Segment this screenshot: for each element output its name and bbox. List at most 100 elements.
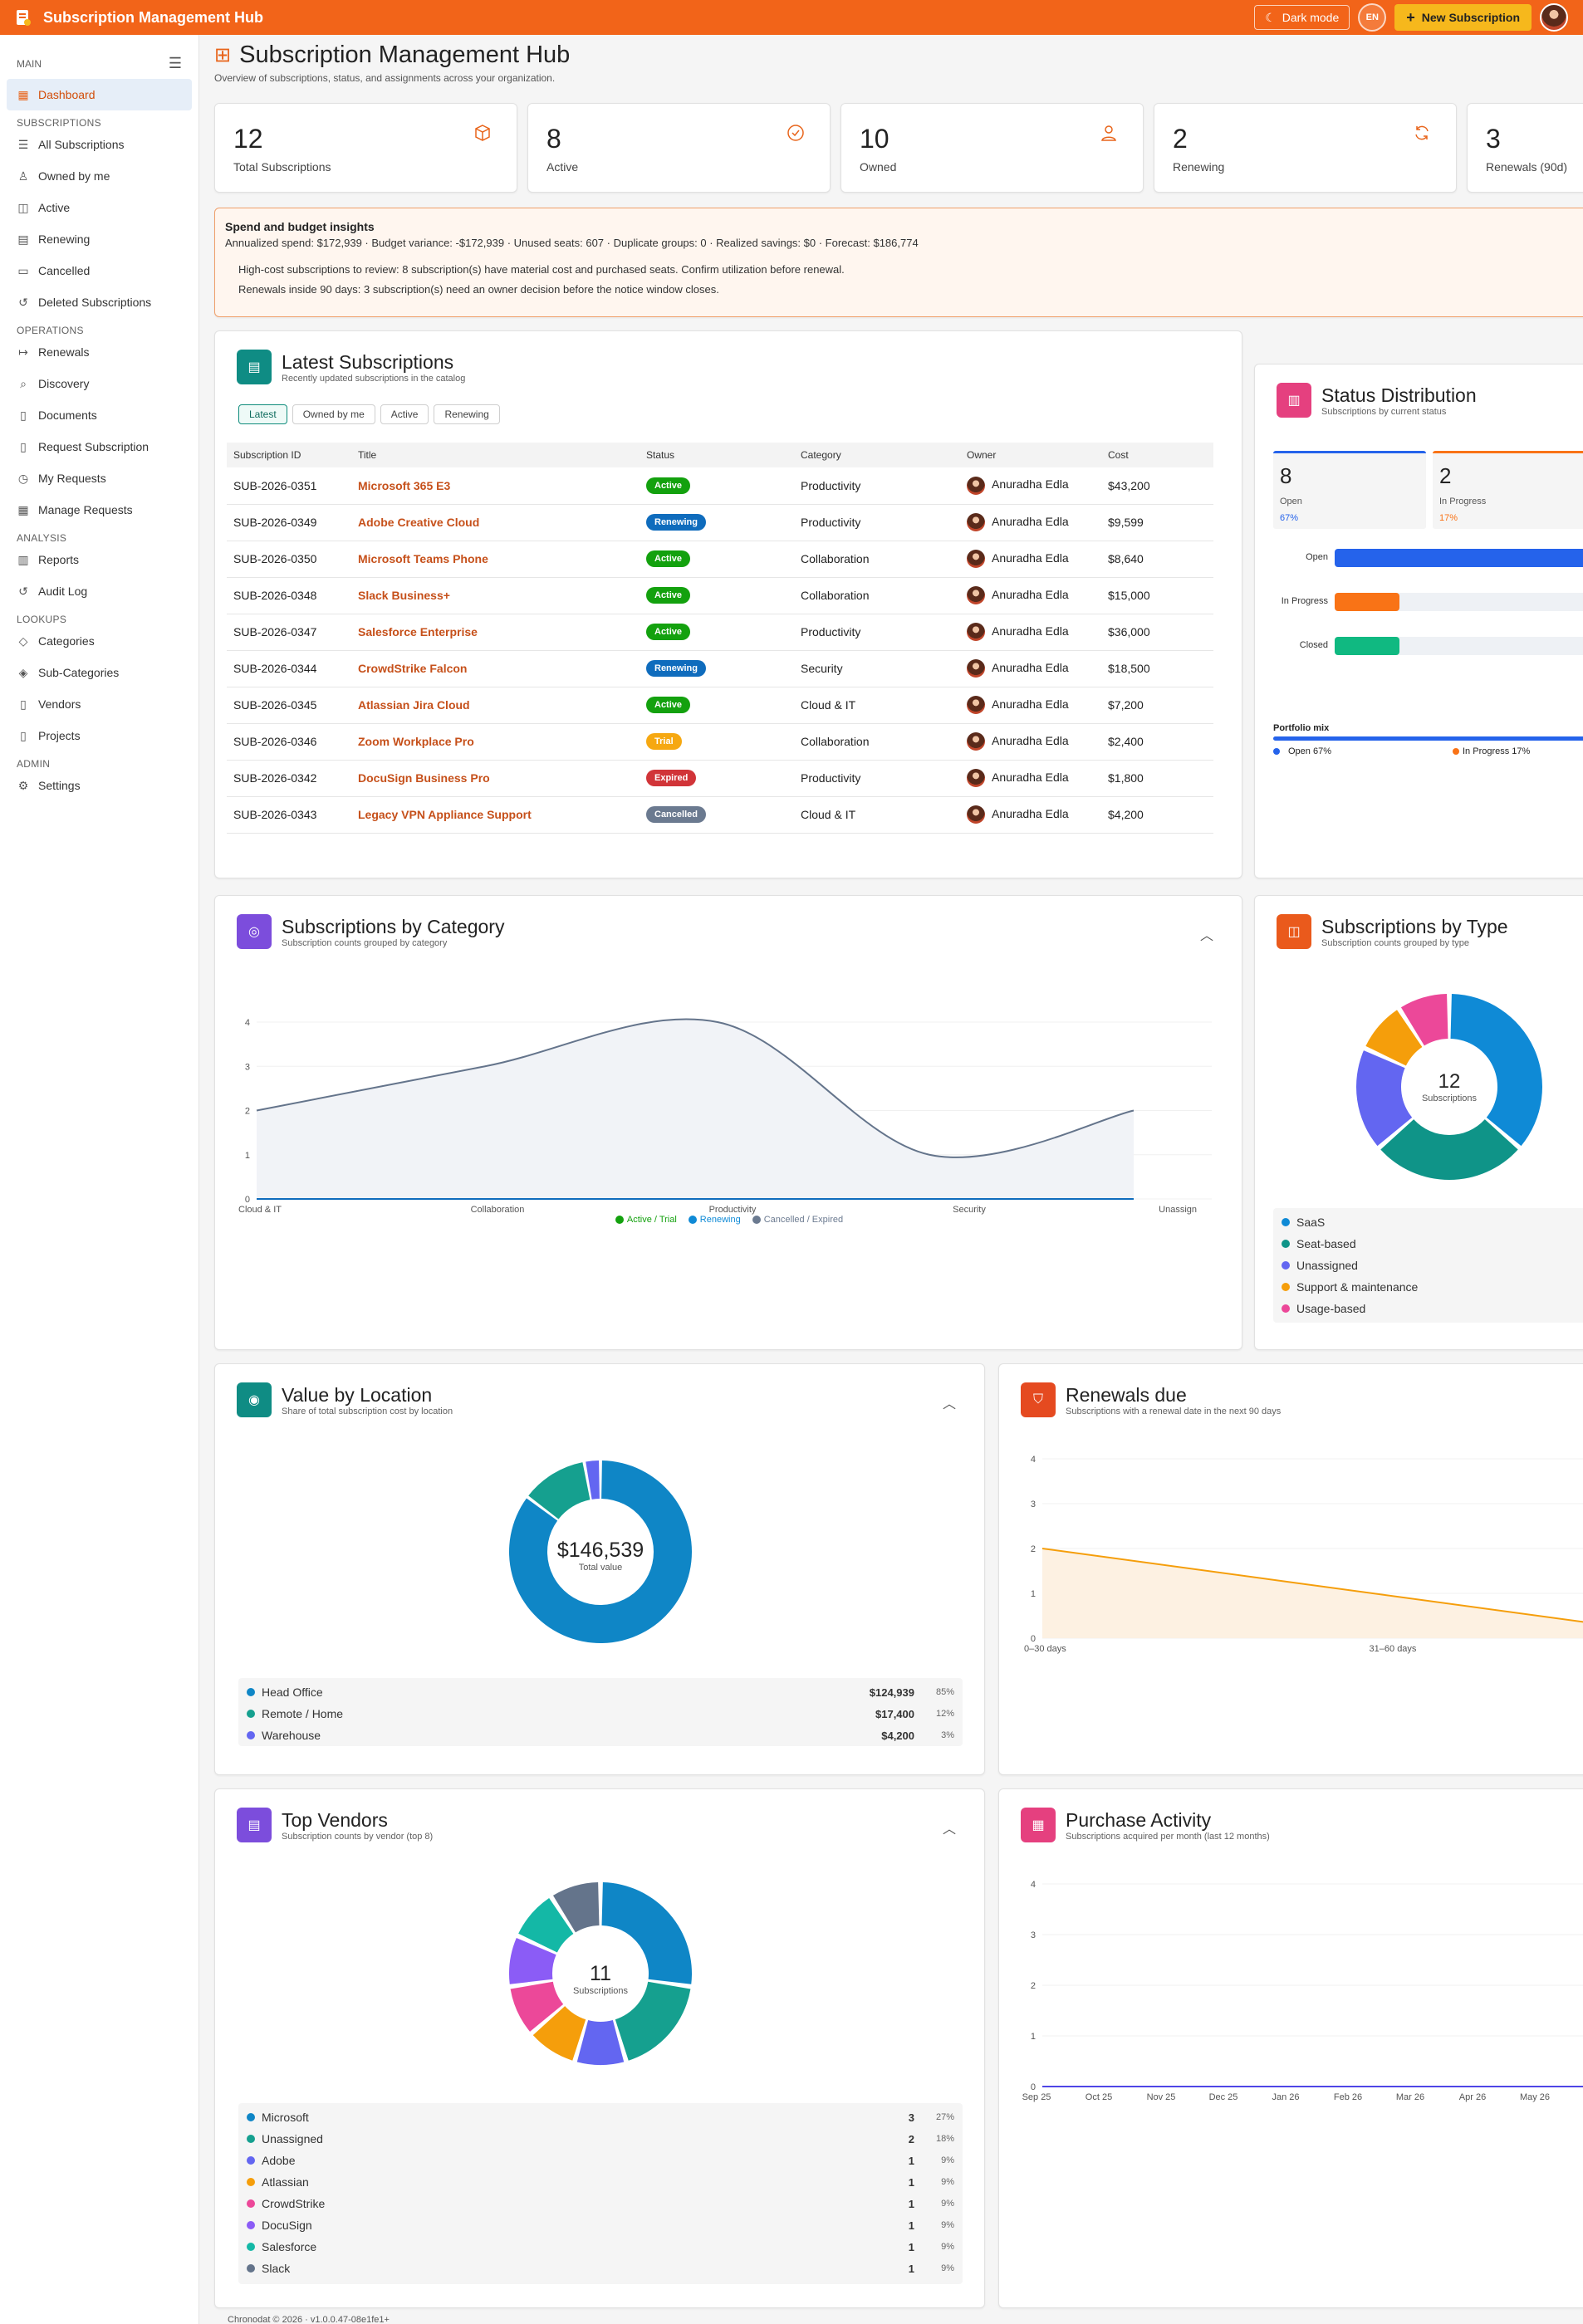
kpi-total-subscriptions[interactable]: 12 Total Subscriptions	[214, 103, 517, 193]
sidebar-item-my-requests[interactable]: ◷ My Requests	[7, 462, 192, 494]
sidebar-item-discovery[interactable]: ⌕ Discovery	[7, 368, 192, 399]
kpi-active[interactable]: 8 Active	[527, 103, 831, 193]
table-row[interactable]: SUB-2026-0343 Legacy VPN Appliance Suppor…	[227, 796, 1213, 834]
vendor-slice[interactable]	[615, 1981, 691, 2061]
col-header-cost[interactable]: Cost	[1101, 443, 1213, 467]
type-slice[interactable]	[1365, 1010, 1423, 1066]
dark-mode-button[interactable]: ☾ Dark mode	[1254, 5, 1350, 30]
legend-item[interactable]: SaaS	[1282, 1211, 1583, 1233]
sidebar-item-sub-categories[interactable]: ◈ Sub-Categories	[7, 657, 192, 688]
cell-title-link[interactable]: CrowdStrike Falcon	[351, 650, 640, 687]
sidebar-item-documents[interactable]: ▯ Documents	[7, 399, 192, 431]
legend-item[interactable]: CrowdStrike 1 9%	[247, 2193, 954, 2214]
col-header-status[interactable]: Status	[640, 443, 794, 467]
collapse-chevron-icon[interactable]: ︿	[942, 1823, 956, 1837]
sidebar-item-categories[interactable]: ◇ Categories	[7, 625, 192, 657]
legend-item[interactable]: Unassigned	[1282, 1255, 1583, 1276]
location-slice[interactable]	[528, 1462, 591, 1519]
user-avatar[interactable]	[1540, 3, 1568, 32]
col-header-owner[interactable]: Owner	[960, 443, 1101, 467]
cell-title-link[interactable]: Slack Business+	[351, 577, 640, 614]
table-row[interactable]: SUB-2026-0350 Microsoft Teams Phone Active…	[227, 541, 1213, 578]
filter-chip-renewing[interactable]: Renewing	[434, 404, 500, 424]
status-tile-open[interactable]: 8 Open 67%	[1273, 451, 1426, 529]
table-row[interactable]: SUB-2026-0347 Salesforce Enterprise Active…	[227, 614, 1213, 651]
legend-item[interactable]: Microsoft 3 27%	[247, 2106, 954, 2128]
vendor-slice[interactable]	[576, 2020, 625, 2065]
sidebar-item-dashboard[interactable]: ▦ Dashboard	[7, 79, 192, 110]
status-bar-fill[interactable]	[1335, 637, 1399, 655]
kpi-renewals-90d[interactable]: 3 Renewals (90d)	[1467, 103, 1583, 193]
filter-chip-active[interactable]: Active	[380, 404, 429, 424]
legend-item[interactable]: DocuSign 1 9%	[247, 2214, 954, 2236]
type-slice[interactable]	[1450, 994, 1542, 1147]
cell-title-link[interactable]: Microsoft Teams Phone	[351, 541, 640, 578]
sidebar-item-active[interactable]: ◫ Active	[7, 192, 192, 223]
legend-item[interactable]: Seat-based	[1282, 1233, 1583, 1255]
legend-item[interactable]: Slack 1 9%	[247, 2258, 954, 2279]
cell-title-link[interactable]: Legacy VPN Appliance Support	[351, 796, 640, 834]
legend-item[interactable]: Usage-based	[1282, 1298, 1583, 1319]
legend-item[interactable]: Remote / Home $17,400 12%	[247, 1703, 954, 1725]
sidebar-item-manage-requests[interactable]: ▦ Manage Requests	[7, 494, 192, 526]
status-tile-in-progress[interactable]: 2 In Progress 17%	[1433, 451, 1583, 529]
col-header-category[interactable]: Category	[794, 443, 960, 467]
sidebar-item-settings[interactable]: ⚙ Settings	[7, 770, 192, 801]
filter-chip-owned-by-me[interactable]: Owned by me	[292, 404, 375, 424]
filter-chip-latest[interactable]: Latest	[238, 404, 287, 424]
location-slice[interactable]	[509, 1460, 692, 1643]
sidebar-item-owned-by-me[interactable]: ♙ Owned by me	[7, 160, 192, 192]
kpi-renewing[interactable]: 2 Renewing	[1154, 103, 1457, 193]
table-row[interactable]: SUB-2026-0346 Zoom Workplace Pro Trial Coll…	[227, 723, 1213, 761]
sidebar-item-deleted-subscriptions[interactable]: ↺ Deleted Subscriptions	[7, 286, 192, 318]
legend-item[interactable]: Adobe 1 9%	[247, 2150, 954, 2171]
table-row[interactable]: SUB-2026-0345 Atlassian Jira Cloud Active C…	[227, 687, 1213, 724]
status-bar-fill[interactable]	[1335, 549, 1583, 567]
collapse-chevron-icon[interactable]: ︿	[1199, 929, 1213, 943]
type-slice[interactable]	[1380, 1119, 1518, 1180]
sidebar-item-renewals[interactable]: ↦ Renewals	[7, 336, 192, 368]
type-slice[interactable]	[1400, 994, 1448, 1046]
table-row[interactable]: SUB-2026-0349 Adobe Creative Cloud Renewin…	[227, 504, 1213, 541]
legend-item[interactable]: Support & maintenance	[1282, 1276, 1583, 1298]
cell-title-link[interactable]: Atlassian Jira Cloud	[351, 687, 640, 724]
legend-renewing[interactable]: Renewing	[688, 1215, 741, 1225]
sidebar-item-audit-log[interactable]: ↺ Audit Log	[7, 575, 192, 607]
cell-title-link[interactable]: Salesforce Enterprise	[351, 614, 640, 651]
cell-title-link[interactable]: DocuSign Business Pro	[351, 760, 640, 797]
cell-title-link[interactable]: Microsoft 365 E3	[351, 467, 640, 505]
legend-item[interactable]: Unassigned 2 18%	[247, 2128, 954, 2150]
cell-title-link[interactable]: Adobe Creative Cloud	[351, 504, 640, 541]
legend-cancelled-expired[interactable]: Cancelled / Expired	[752, 1215, 843, 1225]
vendor-slice[interactable]	[552, 1882, 600, 1933]
status-bar-fill[interactable]	[1335, 593, 1399, 611]
table-row[interactable]: SUB-2026-0348 Slack Business+ Active Collab…	[227, 577, 1213, 614]
table-row[interactable]: SUB-2026-0351 Microsoft 365 E3 Active Produ…	[227, 467, 1213, 505]
legend-item[interactable]: Head Office $124,939 85%	[247, 1681, 954, 1703]
new-subscription-button[interactable]: + New Subscription	[1394, 4, 1532, 31]
legend-item[interactable]: Atlassian 1 9%	[247, 2171, 954, 2193]
cell-title-link[interactable]: Zoom Workplace Pro	[351, 723, 640, 761]
language-button[interactable]: EN	[1358, 3, 1387, 32]
sidebar-item-vendors[interactable]: ▯ Vendors	[7, 688, 192, 720]
legend-item[interactable]: Warehouse $4,200 3%	[247, 1725, 954, 1746]
legend-item[interactable]: Salesforce 1 9%	[247, 2236, 954, 2258]
hamburger-icon[interactable]: ☰	[168, 55, 182, 71]
sidebar-item-renewing[interactable]: ▤ Renewing	[7, 223, 192, 255]
vendor-slice[interactable]	[509, 1937, 556, 1984]
sidebar-item-cancelled[interactable]: ▭ Cancelled	[7, 255, 192, 286]
col-header-id[interactable]: Subscription ID	[227, 443, 351, 467]
vendor-slice[interactable]	[532, 2006, 586, 2061]
vendor-slice[interactable]	[601, 1882, 693, 1984]
sidebar-item-all-subscriptions[interactable]: ☰ All Subscriptions	[7, 129, 192, 160]
col-header-title[interactable]: Title	[351, 443, 640, 467]
sidebar-item-projects[interactable]: ▯ Projects	[7, 720, 192, 751]
sidebar-item-request-subscription[interactable]: ▯ Request Subscription	[7, 431, 192, 462]
vendor-slice[interactable]	[518, 1898, 574, 1953]
legend-active-trial[interactable]: Active / Trial	[615, 1215, 677, 1225]
table-row[interactable]: SUB-2026-0344 CrowdStrike Falcon Renewing S…	[227, 650, 1213, 687]
table-row[interactable]: SUB-2026-0342 DocuSign Business Pro Expire…	[227, 760, 1213, 797]
type-slice[interactable]	[1356, 1050, 1413, 1147]
kpi-owned[interactable]: 10 Owned	[841, 103, 1144, 193]
sidebar-item-reports[interactable]: ▥ Reports	[7, 544, 192, 575]
